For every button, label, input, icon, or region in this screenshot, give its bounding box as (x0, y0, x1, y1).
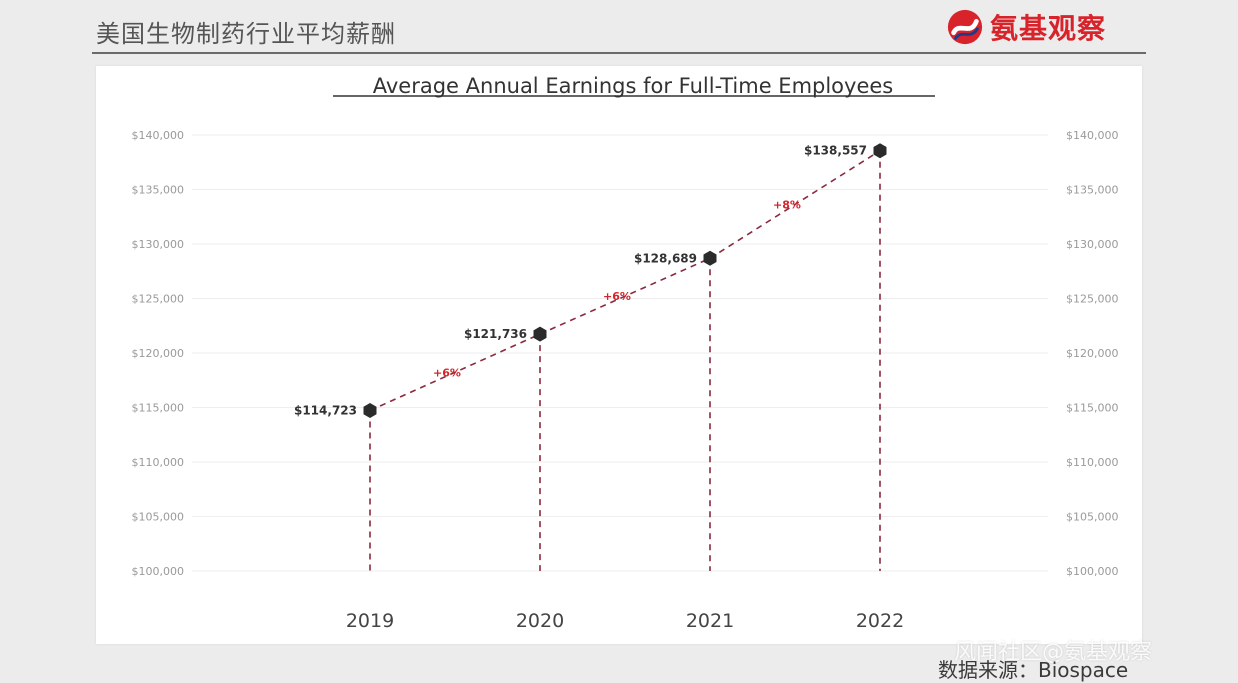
series-line-segment (369, 333, 541, 412)
y-tick-label-left: $110,000 (132, 456, 185, 469)
series-line-segment (539, 257, 711, 335)
data-value-label: $121,736 (464, 327, 527, 341)
data-value-label: $128,689 (634, 251, 697, 265)
data-point-marker (703, 250, 717, 266)
data-point-marker (363, 403, 377, 419)
y-tick-label-left: $130,000 (132, 238, 185, 251)
y-tick-label-left: $105,000 (132, 511, 185, 524)
y-tick-label-right: $125,000 (1066, 293, 1119, 306)
logo-mark-icon (947, 9, 983, 45)
watermark: 风闻社区@氨基观察 (954, 640, 1153, 665)
page-title: 美国生物制药行业平均薪酬 (96, 20, 396, 48)
y-tick-label-right: $135,000 (1066, 184, 1119, 197)
x-tick-label: 2019 (346, 610, 394, 632)
data-point-marker (873, 143, 887, 159)
y-tick-label-right: $105,000 (1066, 511, 1119, 524)
growth-label: +6% (603, 290, 631, 303)
data-value-label: $138,557 (804, 144, 867, 158)
y-tick-label-left: $115,000 (132, 402, 185, 415)
chart-panel: Average Annual Earnings for Full-Time Em… (96, 66, 1142, 644)
y-tick-label-right: $115,000 (1066, 402, 1119, 415)
y-tick-label-left: $120,000 (132, 347, 185, 360)
y-tick-label-right: $100,000 (1066, 565, 1119, 578)
logo-text: 氨基观察 (990, 12, 1107, 45)
x-tick-label: 2021 (686, 610, 734, 632)
y-tick-label-right: $130,000 (1066, 238, 1119, 251)
y-tick-label-right: $140,000 (1066, 129, 1119, 142)
y-tick-label-left: $135,000 (132, 184, 185, 197)
x-tick-label: 2022 (856, 610, 904, 632)
header-divider (92, 52, 1146, 54)
y-tick-label-right: $120,000 (1066, 347, 1119, 360)
growth-label: +6% (433, 366, 461, 379)
y-tick-label-left: $100,000 (132, 565, 185, 578)
growth-label: +8% (773, 199, 801, 212)
data-point-marker (533, 326, 547, 342)
y-tick-label-right: $110,000 (1066, 456, 1119, 469)
y-tick-label-left: $125,000 (132, 293, 185, 306)
data-value-label: $114,723 (294, 404, 357, 418)
chart-title: Average Annual Earnings for Full-Time Em… (373, 74, 894, 98)
series-line-segment (709, 150, 881, 259)
source-note: 数据来源：Biospace (938, 658, 1129, 682)
line-chart: Average Annual Earnings for Full-Time Em… (132, 74, 1119, 632)
y-tick-label-left: $140,000 (132, 129, 185, 142)
brand-logo: 氨基观察 (946, 6, 1106, 48)
x-tick-label: 2020 (516, 610, 564, 632)
